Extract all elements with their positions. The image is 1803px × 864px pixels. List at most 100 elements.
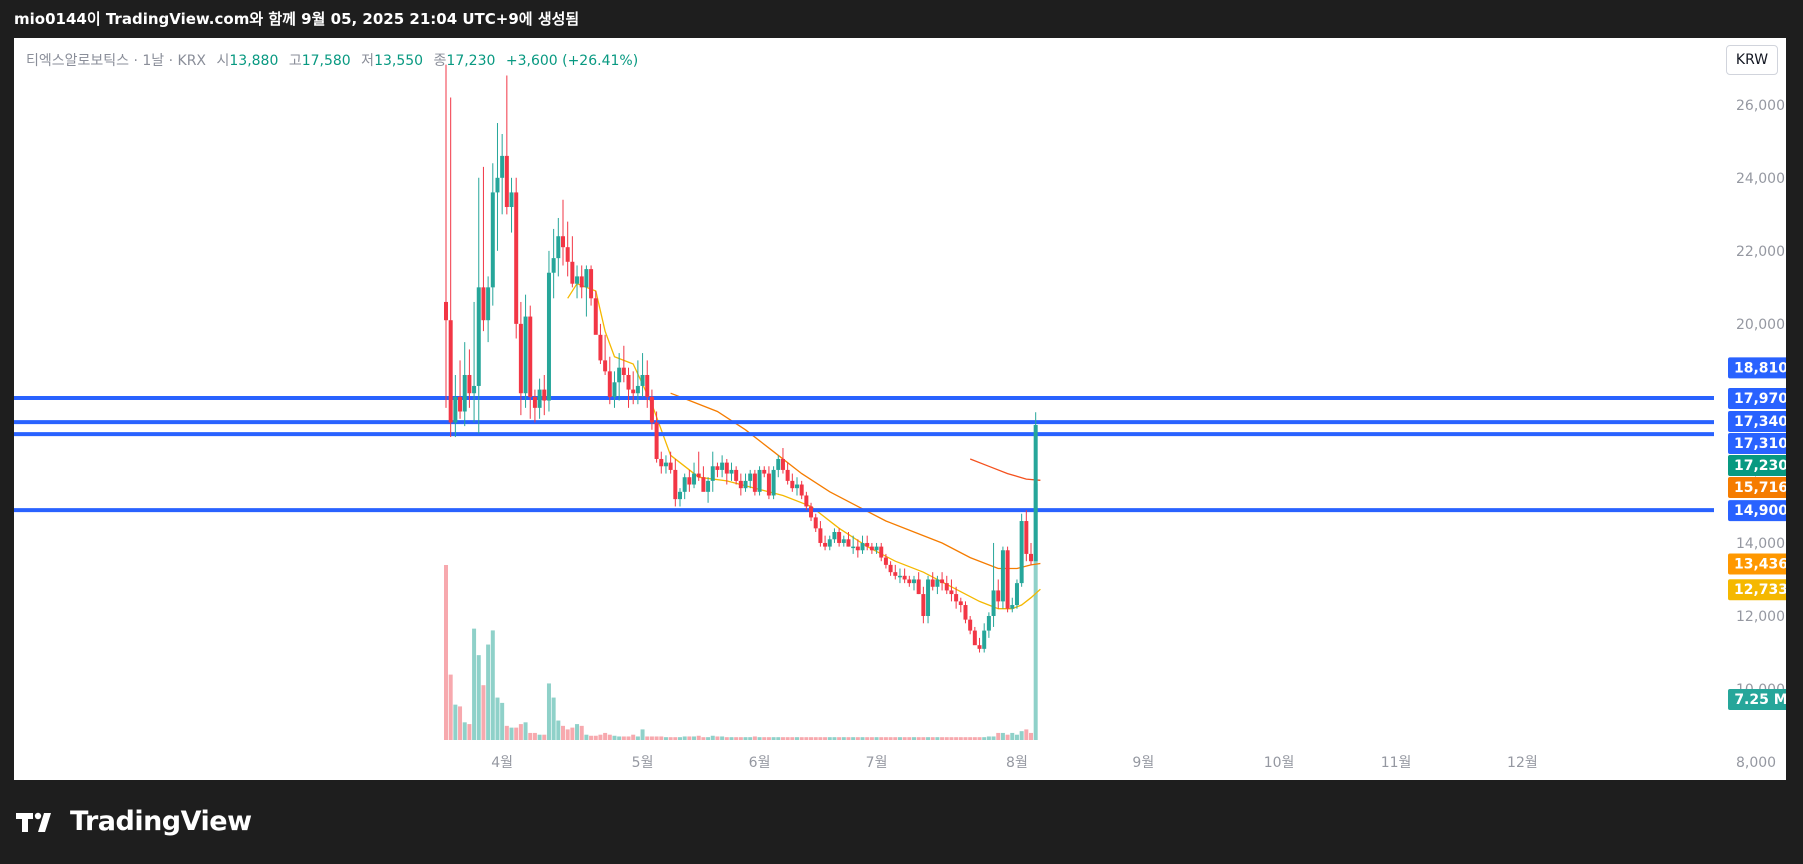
currency-button[interactable]: KRW [1726,45,1778,75]
volume-bar [785,737,790,740]
volume-bar [495,697,500,740]
y-tick-label: 8,000 [1736,755,1776,771]
candle-body [729,469,734,474]
volume-bar [790,737,795,740]
volume-bar [621,736,626,740]
volume-bar [500,702,505,740]
volume-bar [832,737,837,740]
volume-bar [537,734,542,740]
volume-bar [561,725,565,740]
volume-bar [968,737,973,740]
candle-body [1033,425,1038,562]
volume-bar [757,737,762,740]
tradingview-logo[interactable]: TradingView [16,806,252,837]
volume-bar [514,727,519,740]
candle-body [631,389,636,394]
volume-bar [710,735,715,740]
candle-body [546,272,551,401]
volume-bar [869,737,874,740]
candle-body [785,469,790,481]
candle-body [537,389,542,408]
volume-bar [504,725,509,740]
volume-bar [570,727,575,740]
candle-body [710,466,715,481]
candle-body [649,396,654,423]
candle-body [977,645,982,649]
candle-body [589,269,594,299]
volume-bar [926,737,931,740]
volume-bar [720,736,725,740]
candle-body [748,473,753,481]
y-tick-label: 12,000 [1736,609,1785,625]
candle-body [996,590,1001,602]
price-badge [1728,454,1786,476]
candlestick-chart[interactable]: 8,00010,00012,00014,00016,00018,00020,00… [14,38,1786,780]
candle-body [972,630,977,646]
candle-body [720,462,725,470]
y-tick-label: 20,000 [1736,317,1785,333]
volume-bar [940,737,945,740]
candle-body [841,539,846,543]
volume-bar [860,737,865,740]
volume-bar [448,674,453,740]
candle-body [846,539,851,547]
candle-body [598,334,603,361]
candle-body [645,374,650,397]
candle-body [776,458,781,470]
candle-body [818,528,823,543]
open-label: 시 [216,53,230,69]
y-tick-label: 22,000 [1736,244,1785,260]
volume-bar [523,722,528,740]
volume-bar [556,720,561,740]
candle-body [607,371,612,397]
volume-bar [706,737,711,740]
volume-bar [490,630,495,740]
volume-bar [996,732,1001,740]
price-badge-label: 15,716 [1734,480,1786,496]
x-tick-label: 4월 [491,755,513,771]
candle-body [453,396,458,423]
volume-bar [883,737,888,740]
candle-body [518,323,523,394]
candle-body [935,579,940,587]
candle-body [696,473,701,478]
candle-body [551,258,556,273]
volume-bar [486,644,491,740]
price-badge [1728,579,1786,601]
volume-bar [518,724,523,740]
candle-body [673,469,678,500]
ohlc-legend: 티엑스알로보틱스 · 1날 · KRX 시13,880 고17,580 저13,… [26,50,638,70]
volume-bar [930,737,935,740]
price-badge-label: 17,310 [1734,436,1786,452]
volume-bar [837,737,842,740]
volume-bar [631,734,636,740]
candle-body [678,491,682,500]
volume-bar [752,736,757,740]
candle-body [963,605,968,620]
volume-bar [1014,734,1019,740]
candle-body [930,579,935,587]
volume-bar [982,737,987,740]
candle-body [617,367,622,383]
price-badge [1728,500,1786,522]
candle-body [701,477,706,492]
candle-body [663,462,668,467]
close-label: 종 [433,53,447,69]
volume-bar [1000,732,1005,740]
volume-bar [809,737,814,740]
candle-body [921,594,926,616]
candle-body [1000,550,1005,602]
price-axis-area [1714,38,1786,780]
candle-body [780,458,785,470]
volume-bar [935,737,940,740]
price-badge [1728,553,1786,575]
candle-body [490,192,495,288]
price-badge [1728,357,1786,379]
volume-bar [921,737,926,740]
candle-body [757,469,762,492]
volume-bar [715,736,720,740]
candle-body [509,192,514,208]
candle-body [654,422,659,459]
candle-body [500,155,505,178]
candle-body [561,236,565,248]
